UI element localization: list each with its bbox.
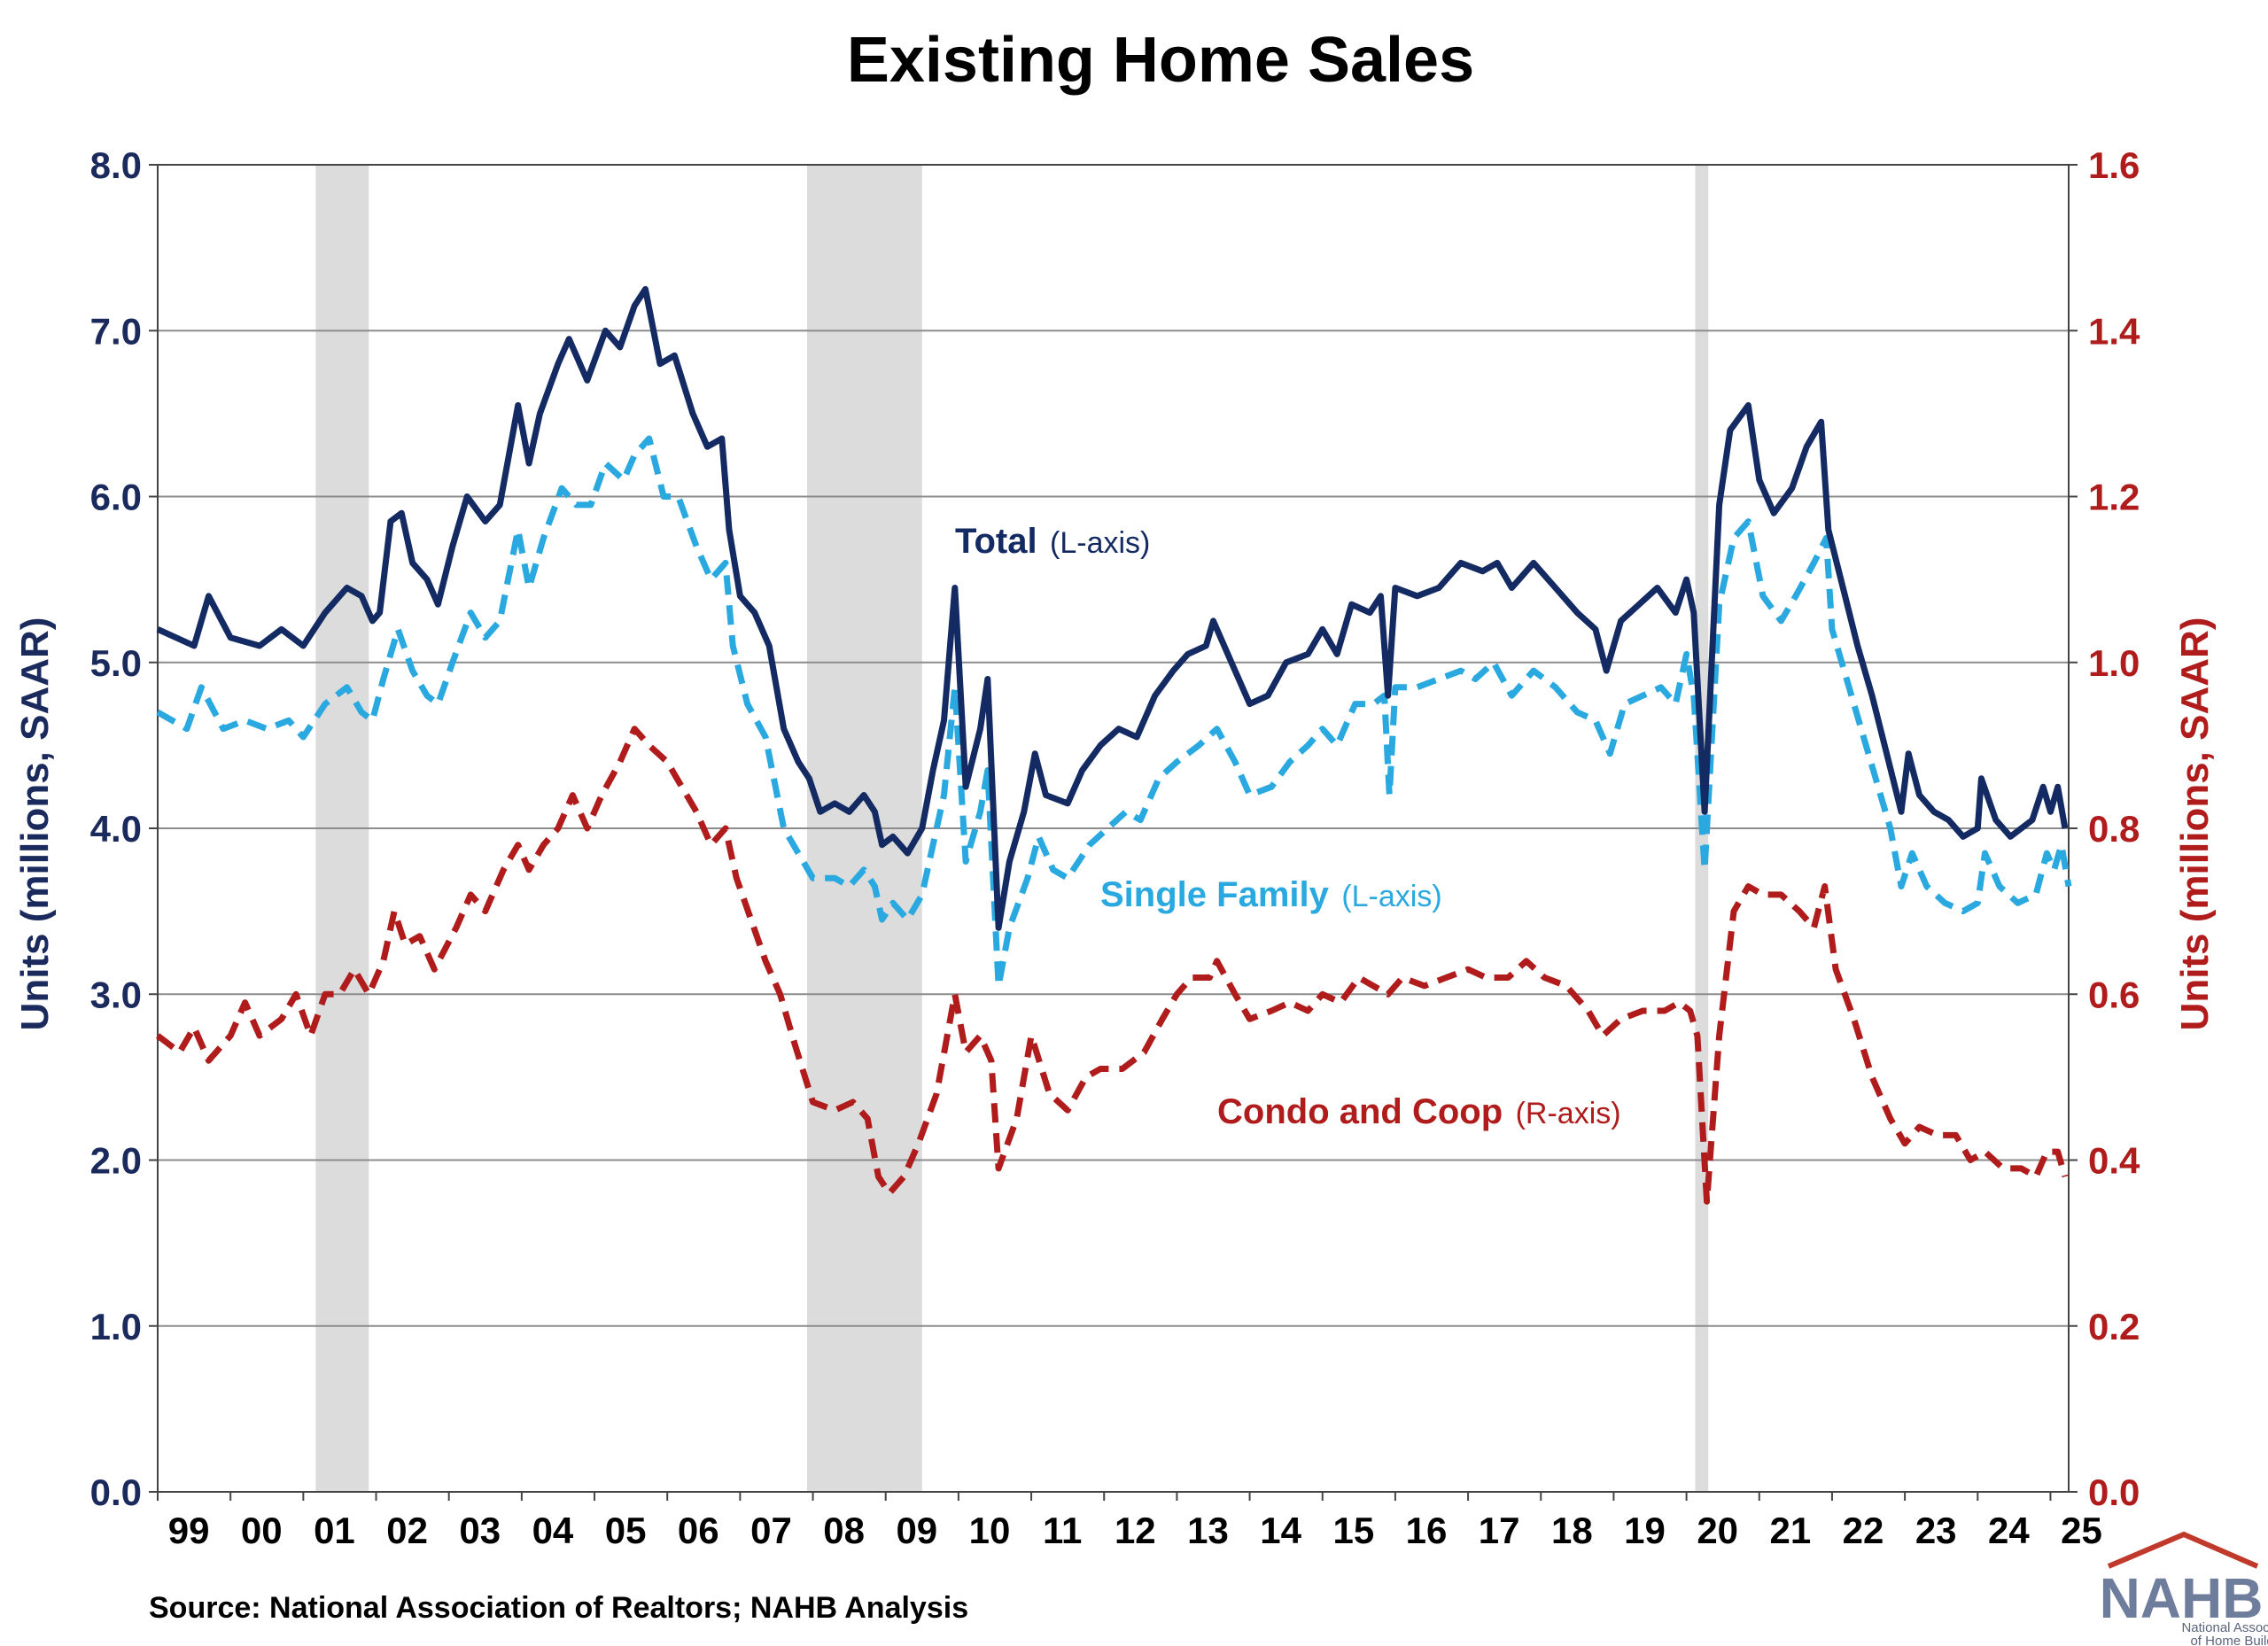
x-tick-label: 09 bbox=[896, 1510, 937, 1551]
x-tick-label: 10 bbox=[969, 1510, 1011, 1551]
left-tick-label: 2.0 bbox=[90, 1140, 142, 1182]
right-tick-label: 0.6 bbox=[2088, 974, 2140, 1015]
left-tick-label: 0.0 bbox=[90, 1471, 142, 1513]
x-tick-label: 11 bbox=[1043, 1510, 1082, 1551]
series-line-single-family bbox=[156, 435, 2072, 990]
x-tick-label: 06 bbox=[678, 1510, 719, 1551]
x-tick-label: 04 bbox=[532, 1510, 574, 1551]
x-tick-label: 19 bbox=[1624, 1510, 1666, 1551]
right-tick-label: 0.0 bbox=[2088, 1471, 2140, 1513]
nahb-logo: NAHB National Association of Home Builde… bbox=[2100, 1531, 2268, 1646]
gridlines bbox=[158, 330, 2069, 1327]
logo-roof-icon bbox=[2107, 1531, 2259, 1569]
x-tick-label: 21 bbox=[1769, 1510, 1811, 1551]
x-tick-label: 00 bbox=[241, 1510, 283, 1551]
condo-series-axis-note: (R-axis) bbox=[1516, 1097, 1621, 1130]
x-tick-label: 24 bbox=[1988, 1510, 2030, 1551]
logo-wordmark: NAHB bbox=[2100, 1566, 2264, 1630]
x-tick-label: 13 bbox=[1187, 1510, 1229, 1551]
left-tick-label: 5.0 bbox=[90, 642, 142, 684]
single-family-series-label: Single Family (L-axis) bbox=[1100, 875, 1442, 914]
series-lines bbox=[155, 285, 2072, 1205]
right-tick-label: 1.0 bbox=[2088, 642, 2140, 684]
condo-series-name: Condo and Coop bbox=[1217, 1092, 1503, 1131]
x-tick-label: 05 bbox=[605, 1510, 647, 1551]
x-tick-label: 12 bbox=[1115, 1510, 1156, 1551]
total-series-name: Total bbox=[955, 522, 1037, 561]
right-tick-label: 1.6 bbox=[2088, 144, 2140, 186]
right-tick-label: 0.2 bbox=[2088, 1306, 2140, 1347]
right-axis-label: Units (millions, SAAR) bbox=[2173, 617, 2217, 1031]
total-series-label: Total (L-axis) bbox=[955, 522, 1150, 561]
series-line-total bbox=[156, 285, 2069, 931]
x-tick-label: 18 bbox=[1551, 1510, 1593, 1551]
left-axis-label: Units (millions, SAAR) bbox=[13, 617, 57, 1031]
left-tick-label: 4.0 bbox=[90, 808, 142, 850]
logo-subtitle-1: National Association bbox=[2181, 1620, 2268, 1635]
single-family-series-axis-note: (L-axis) bbox=[1341, 880, 1441, 913]
x-tick-label: 99 bbox=[168, 1510, 210, 1551]
x-axis-ticks: 99 00 01 02 03 04 05 06 07 08 09 10 11 12 13 14 15 16 17 18… bbox=[157, 1492, 2102, 1551]
chart-title: Existing Home Sales bbox=[847, 25, 1474, 96]
right-tick-label: 0.8 bbox=[2088, 808, 2140, 850]
source-note: Source: National Association of Realtors… bbox=[149, 1591, 968, 1625]
single-family-series-name: Single Family bbox=[1100, 875, 1330, 914]
x-tick-label: 02 bbox=[386, 1510, 428, 1551]
left-tick-label: 3.0 bbox=[90, 974, 142, 1015]
x-tick-label: 07 bbox=[750, 1510, 792, 1551]
right-tick-label: 1.2 bbox=[2088, 477, 2140, 518]
left-tick-label: 6.0 bbox=[90, 477, 142, 518]
x-tick-label: 23 bbox=[1915, 1510, 1957, 1551]
x-tick-label: 03 bbox=[459, 1510, 501, 1551]
left-tick-label: 1.0 bbox=[90, 1306, 142, 1347]
right-tick-label: 0.4 bbox=[2088, 1140, 2140, 1182]
left-axis-ticks: 0.0 1.0 2.0 3.0 4.0 5.0 6.0 7.0 8.0 bbox=[90, 144, 158, 1513]
x-tick-label: 14 bbox=[1260, 1510, 1301, 1551]
x-tick-label: 22 bbox=[1843, 1510, 1884, 1551]
condo-series-label: Condo and Coop (R-axis) bbox=[1217, 1092, 1621, 1131]
right-tick-label: 1.4 bbox=[2088, 310, 2140, 352]
x-tick-label: 25 bbox=[2061, 1510, 2102, 1551]
x-tick-label: 15 bbox=[1332, 1510, 1374, 1551]
logo-subtitle-2: of Home Builders bbox=[2190, 1634, 2268, 1646]
right-axis-ticks: 0.0 0.2 0.4 0.6 0.8 1.0 1.2 1.4 1.6 bbox=[2069, 144, 2140, 1513]
x-tick-label: 16 bbox=[1406, 1510, 1448, 1551]
x-tick-label: 17 bbox=[1479, 1510, 1520, 1551]
x-tick-label: 08 bbox=[823, 1510, 865, 1551]
series-line-condo-and-coop bbox=[155, 726, 2069, 1205]
x-tick-label: 01 bbox=[314, 1510, 355, 1551]
left-tick-label: 7.0 bbox=[90, 310, 142, 352]
x-tick-label: 20 bbox=[1697, 1510, 1738, 1551]
left-tick-label: 8.0 bbox=[90, 144, 142, 186]
total-series-axis-note: (L-axis) bbox=[1050, 526, 1150, 560]
